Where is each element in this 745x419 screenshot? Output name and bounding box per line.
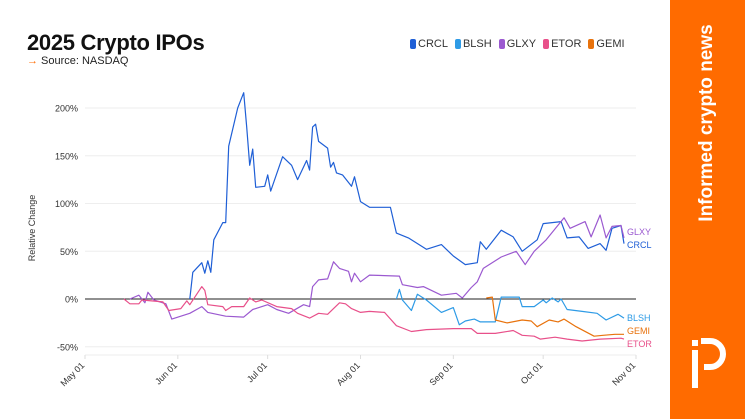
series-line-glxy: [129, 214, 625, 320]
end-label-etor: ETOR: [627, 339, 652, 349]
legend-item-blsh: BLSH: [454, 38, 492, 50]
source-text: Source: NASDAQ: [41, 55, 129, 67]
source-note: → Source: NASDAQ: [27, 55, 128, 67]
x-tick-label: Nov 01: [610, 360, 637, 387]
legend-swatch: [498, 39, 505, 49]
y-axis-label: Relative Change: [27, 195, 37, 262]
brand-sidebar: [670, 0, 745, 419]
series-line-blsh: [395, 288, 625, 326]
y-tick-label: 150%: [55, 151, 78, 161]
x-tick-label: Sep 01: [428, 360, 455, 387]
legend-item-gemi: GEMI: [588, 38, 625, 50]
arrow-right-icon: →: [27, 55, 38, 67]
end-label-crcl: CRCL: [627, 240, 652, 250]
legend-item-etor: ETOR: [543, 38, 581, 50]
brand-tagline: Informed crypto news: [696, 24, 717, 222]
y-tick-label: 0%: [65, 295, 78, 305]
legend-label: GLXY: [506, 38, 537, 50]
y-tick-label: 100%: [55, 199, 78, 209]
x-tick-label: Jul 01: [245, 360, 269, 384]
x-tick-label: Aug 01: [335, 360, 362, 387]
legend-swatch: [454, 39, 461, 49]
brand-logo: [692, 338, 726, 388]
x-tick-label: Jun 01: [153, 360, 179, 386]
legend-label: BLSH: [462, 38, 492, 50]
series-line-etor: [123, 286, 625, 342]
series-line-crcl: [189, 92, 625, 300]
x-tick-label: Oct 01: [519, 360, 545, 386]
y-tick-label: 200%: [55, 104, 78, 114]
chart-title: 2025 Crypto IPOs: [27, 30, 205, 55]
y-tick-label: -50%: [57, 342, 78, 352]
legend: CRCL BLSH GLXY ETOR GEMI: [410, 38, 625, 50]
legend-label: GEMI: [596, 38, 625, 50]
end-label-glxy: GLXY: [627, 227, 651, 237]
legend-label: CRCL: [418, 38, 448, 50]
end-label-blsh: BLSH: [627, 313, 651, 323]
legend-label: ETOR: [551, 38, 582, 50]
y-tick-label: 50%: [60, 247, 78, 257]
legend-swatch: [588, 39, 595, 49]
legend-item-crcl: CRCL: [410, 38, 448, 50]
legend-swatch: [410, 39, 416, 49]
legend-swatch: [543, 39, 550, 49]
x-tick-label: May 01: [58, 360, 86, 388]
end-label-gemi: GEMI: [627, 326, 650, 336]
legend-item-glxy: GLXY: [498, 38, 537, 50]
series-line-gemi: [486, 296, 624, 337]
